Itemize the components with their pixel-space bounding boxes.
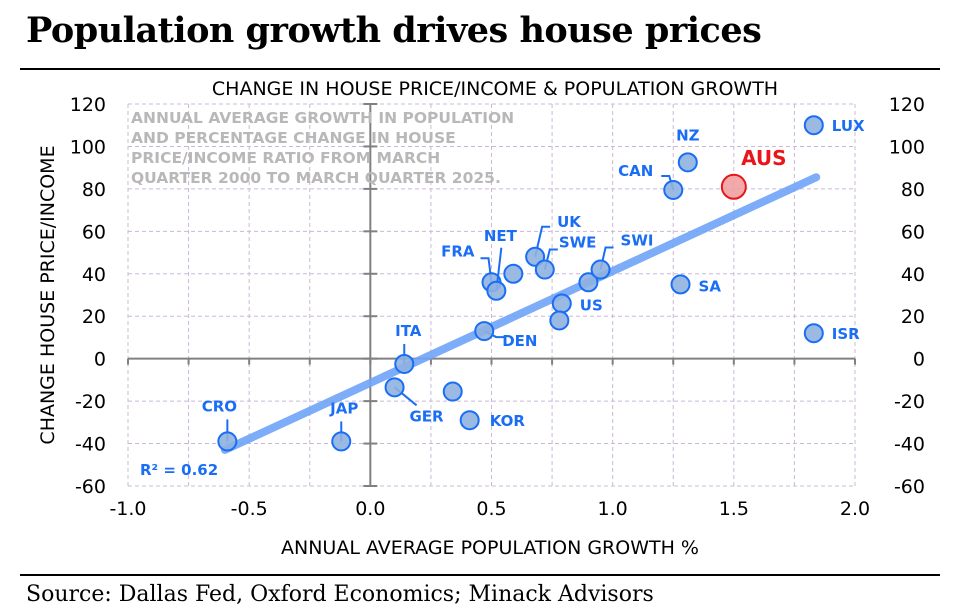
x-tick-label: 1.5	[719, 498, 749, 520]
point-label: US	[580, 296, 603, 314]
data-point-sa	[670, 274, 691, 295]
y-tick-label-left: 60	[82, 221, 106, 243]
data-point	[549, 310, 570, 331]
x-tick-label: 1.0	[598, 498, 628, 520]
y-tick-label-right: 60	[901, 221, 925, 243]
y-tick-label-left: -20	[75, 391, 106, 413]
data-point	[578, 272, 599, 293]
leader-line	[534, 225, 551, 258]
point-label: NZ	[676, 126, 700, 144]
y-tick-label-right: 80	[901, 179, 925, 201]
point-label: NET	[484, 227, 518, 245]
y-tick-label-left: 100	[70, 136, 106, 158]
data-point-lux	[803, 115, 824, 136]
source-note: Source: Dallas Fed, Oxford Economics; Mi…	[26, 582, 654, 607]
point-label: CRO	[202, 397, 237, 415]
x-axis-label: ANNUAL AVERAGE POPULATION GROWTH %	[281, 537, 699, 559]
y-tick-label-right: -40	[894, 434, 925, 456]
x-tick-label: 0.0	[355, 498, 385, 520]
chart-title: CHANGE IN HOUSE PRICE/INCOME & POPULATIO…	[212, 78, 778, 100]
data-point-swi	[590, 259, 611, 280]
x-tick-label: 2.0	[840, 498, 870, 520]
y-tick-label-left: -40	[75, 434, 106, 456]
trend-line	[220, 173, 821, 454]
y-tick-label-left: -60	[75, 476, 106, 498]
data-point-ita	[394, 353, 415, 374]
x-tick-label: 0.5	[476, 498, 506, 520]
data-point-aus	[720, 173, 747, 200]
data-point	[442, 381, 463, 402]
y-tick-label-left: 40	[82, 264, 106, 286]
y-tick-label-left: 80	[82, 179, 106, 201]
point-label: GER	[410, 407, 445, 425]
point-label: ITA	[395, 322, 422, 340]
data-point	[503, 263, 524, 284]
data-point-nz	[677, 152, 698, 173]
point-label: KOR	[490, 412, 526, 430]
data-point-us	[551, 293, 572, 314]
y-tick-label-left: 20	[82, 306, 106, 328]
data-point-net	[486, 280, 507, 301]
r-squared-label: R² = 0.62	[140, 461, 218, 479]
y-tick-label-right: 40	[901, 264, 925, 286]
point-label: UK	[557, 213, 582, 231]
bottom-rule	[20, 574, 940, 576]
point-label: JAP	[329, 399, 358, 417]
x-tick-label: -1.0	[109, 498, 146, 520]
y-axis-label: CHANGE HOUSE PRICE/INCOME	[37, 145, 59, 444]
y-tick-label-right: 120	[889, 94, 925, 116]
point-label: SA	[699, 277, 722, 295]
data-point-ger	[384, 377, 405, 398]
top-rule	[20, 68, 940, 70]
data-point-den	[474, 321, 495, 342]
point-label: FRA	[441, 242, 475, 260]
y-tick-label-left: 120	[70, 94, 106, 116]
y-tick-label-right: -20	[894, 391, 925, 413]
y-tick-label-right: 100	[889, 136, 925, 158]
data-point-kor	[459, 410, 480, 431]
point-label: SWE	[559, 234, 597, 252]
point-label: DEN	[502, 332, 537, 350]
point-label: ISR	[832, 325, 860, 343]
data-point-cro	[217, 431, 238, 452]
data-point-isr	[803, 323, 824, 344]
annotation-line: AND PERCENTAGE CHANGE IN HOUSE	[131, 129, 456, 147]
point-label: CAN	[618, 162, 653, 180]
annotation-line: PRICE/INCOME RATIO FROM MARCH	[131, 149, 440, 167]
point-label: AUS	[741, 146, 787, 170]
point-label: LUX	[832, 117, 865, 135]
point-label: SWI	[621, 232, 654, 250]
page-title: Population growth drives house prices	[26, 10, 762, 51]
y-tick-label-right: 0	[913, 349, 925, 371]
data-point-jap	[331, 431, 352, 452]
x-tick-label: -0.5	[231, 498, 268, 520]
annotation-line: QUARTER 2000 TO MARCH QUARTER 2025.	[131, 169, 501, 187]
data-point-swe	[534, 259, 555, 280]
y-tick-label-left: 0	[94, 349, 106, 371]
annotation-line: ANNUAL AVERAGE GROWTH IN POPULATION	[131, 109, 514, 127]
y-tick-label-right: -60	[894, 476, 925, 498]
y-tick-label-right: 20	[901, 306, 925, 328]
data-point-can	[663, 179, 684, 200]
